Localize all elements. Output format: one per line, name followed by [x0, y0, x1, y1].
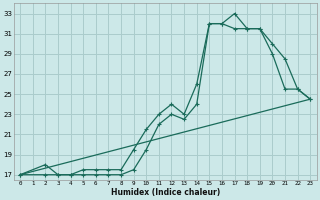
X-axis label: Humidex (Indice chaleur): Humidex (Indice chaleur) — [111, 188, 220, 197]
